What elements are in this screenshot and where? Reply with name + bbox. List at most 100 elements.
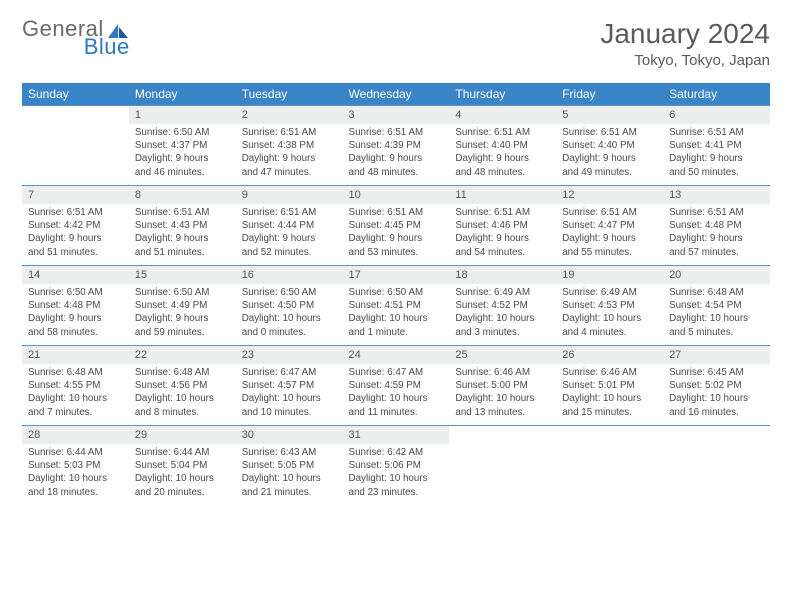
day-line: Sunrise: 6:48 AM [135,366,230,379]
day-line: and 48 minutes. [349,166,444,179]
day-line: and 57 minutes. [669,246,764,259]
day-line: and 15 minutes. [562,406,657,419]
day-line: and 7 minutes. [28,406,123,419]
day-line: Daylight: 9 hours [242,152,337,165]
day-line: Sunset: 4:51 PM [349,299,444,312]
day-content: Sunrise: 6:51 AMSunset: 4:41 PMDaylight:… [663,124,770,183]
day-line: Daylight: 10 hours [135,392,230,405]
calendar-cell: 17Sunrise: 6:50 AMSunset: 4:51 PMDayligh… [343,266,450,346]
day-line: Sunset: 4:48 PM [28,299,123,312]
day-line: Sunrise: 6:51 AM [669,126,764,139]
day-content: Sunrise: 6:50 AMSunset: 4:48 PMDaylight:… [22,284,129,343]
day-line: Sunset: 4:44 PM [242,219,337,232]
day-line: Sunset: 4:46 PM [455,219,550,232]
day-line: Daylight: 9 hours [455,152,550,165]
day-line: Sunrise: 6:51 AM [562,126,657,139]
day-line: and 59 minutes. [135,326,230,339]
day-line: Daylight: 9 hours [135,232,230,245]
day-content: Sunrise: 6:51 AMSunset: 4:43 PMDaylight:… [129,204,236,263]
day-line: Sunset: 5:03 PM [28,459,123,472]
day-line: Daylight: 9 hours [349,232,444,245]
day-number: 5 [556,106,663,124]
day-line: Daylight: 10 hours [562,392,657,405]
calendar-cell [663,426,770,506]
calendar-week-row: 14Sunrise: 6:50 AMSunset: 4:48 PMDayligh… [22,266,770,346]
calendar-cell: 22Sunrise: 6:48 AMSunset: 4:56 PMDayligh… [129,346,236,426]
day-line: and 4 minutes. [562,326,657,339]
day-content: Sunrise: 6:51 AMSunset: 4:48 PMDaylight:… [663,204,770,263]
calendar-cell: 4Sunrise: 6:51 AMSunset: 4:40 PMDaylight… [449,106,556,186]
day-line: and 5 minutes. [669,326,764,339]
day-line: Sunset: 4:37 PM [135,139,230,152]
day-number: 25 [449,346,556,364]
day-content: Sunrise: 6:51 AMSunset: 4:47 PMDaylight:… [556,204,663,263]
day-line: Daylight: 9 hours [669,232,764,245]
day-line: Daylight: 9 hours [28,312,123,325]
day-line: Sunrise: 6:48 AM [669,286,764,299]
day-number: 10 [343,186,450,204]
location: Tokyo, Tokyo, Japan [600,52,770,69]
day-content: Sunrise: 6:51 AMSunset: 4:40 PMDaylight:… [556,124,663,183]
calendar-cell: 18Sunrise: 6:49 AMSunset: 4:52 PMDayligh… [449,266,556,346]
day-number: 27 [663,346,770,364]
day-line: Daylight: 9 hours [562,152,657,165]
calendar-cell: 9Sunrise: 6:51 AMSunset: 4:44 PMDaylight… [236,186,343,266]
day-line: Sunset: 4:56 PM [135,379,230,392]
day-line: Sunrise: 6:46 AM [455,366,550,379]
day-line: and 49 minutes. [562,166,657,179]
day-line: Sunrise: 6:44 AM [28,446,123,459]
day-content [22,124,129,130]
day-line: Sunrise: 6:50 AM [135,126,230,139]
day-line: and 47 minutes. [242,166,337,179]
day-number: 28 [22,426,129,444]
day-line: and 20 minutes. [135,486,230,499]
day-line: Sunset: 4:42 PM [28,219,123,232]
day-line: Sunrise: 6:42 AM [349,446,444,459]
calendar-cell: 5Sunrise: 6:51 AMSunset: 4:40 PMDaylight… [556,106,663,186]
calendar-cell: 6Sunrise: 6:51 AMSunset: 4:41 PMDaylight… [663,106,770,186]
day-number: 23 [236,346,343,364]
day-line: Sunset: 5:05 PM [242,459,337,472]
calendar-cell: 3Sunrise: 6:51 AMSunset: 4:39 PMDaylight… [343,106,450,186]
weekday-header: Wednesday [343,83,450,106]
day-line: Daylight: 10 hours [28,472,123,485]
day-line: Sunrise: 6:50 AM [135,286,230,299]
day-line: Sunrise: 6:44 AM [135,446,230,459]
day-content: Sunrise: 6:49 AMSunset: 4:52 PMDaylight:… [449,284,556,343]
day-number: 4 [449,106,556,124]
calendar-cell: 2Sunrise: 6:51 AMSunset: 4:38 PMDaylight… [236,106,343,186]
day-line: Sunrise: 6:47 AM [242,366,337,379]
day-line: Sunset: 5:01 PM [562,379,657,392]
calendar-body: 1Sunrise: 6:50 AMSunset: 4:37 PMDaylight… [22,106,770,506]
day-line: Sunrise: 6:46 AM [562,366,657,379]
day-line: Daylight: 9 hours [669,152,764,165]
calendar-cell: 23Sunrise: 6:47 AMSunset: 4:57 PMDayligh… [236,346,343,426]
calendar-cell: 8Sunrise: 6:51 AMSunset: 4:43 PMDaylight… [129,186,236,266]
day-line: Sunrise: 6:43 AM [242,446,337,459]
day-line: and 11 minutes. [349,406,444,419]
day-content: Sunrise: 6:51 AMSunset: 4:39 PMDaylight:… [343,124,450,183]
day-line: Sunset: 4:53 PM [562,299,657,312]
day-number: 24 [343,346,450,364]
day-number: 19 [556,266,663,284]
day-line: Sunrise: 6:51 AM [28,206,123,219]
calendar-cell: 12Sunrise: 6:51 AMSunset: 4:47 PMDayligh… [556,186,663,266]
day-number: 3 [343,106,450,124]
day-content: Sunrise: 6:46 AMSunset: 5:00 PMDaylight:… [449,364,556,423]
calendar-cell: 11Sunrise: 6:51 AMSunset: 4:46 PMDayligh… [449,186,556,266]
day-line: Sunrise: 6:51 AM [242,126,337,139]
calendar-cell: 31Sunrise: 6:42 AMSunset: 5:06 PMDayligh… [343,426,450,506]
day-line: Daylight: 9 hours [242,232,337,245]
day-line: Sunset: 4:50 PM [242,299,337,312]
day-line: and 16 minutes. [669,406,764,419]
day-line: Sunset: 4:48 PM [669,219,764,232]
day-line: Daylight: 9 hours [28,232,123,245]
day-line: Sunset: 4:41 PM [669,139,764,152]
day-line: Daylight: 9 hours [562,232,657,245]
day-number: 2 [236,106,343,124]
calendar-cell [556,426,663,506]
calendar-cell [449,426,556,506]
calendar-cell: 28 Sunrise: 6:44 AMSunset: 5:03 PMDayligh… [22,426,129,506]
calendar-page: GeneralBlue January 2024 Tokyo, Tokyo, J… [0,0,792,524]
day-line: Daylight: 10 hours [455,392,550,405]
